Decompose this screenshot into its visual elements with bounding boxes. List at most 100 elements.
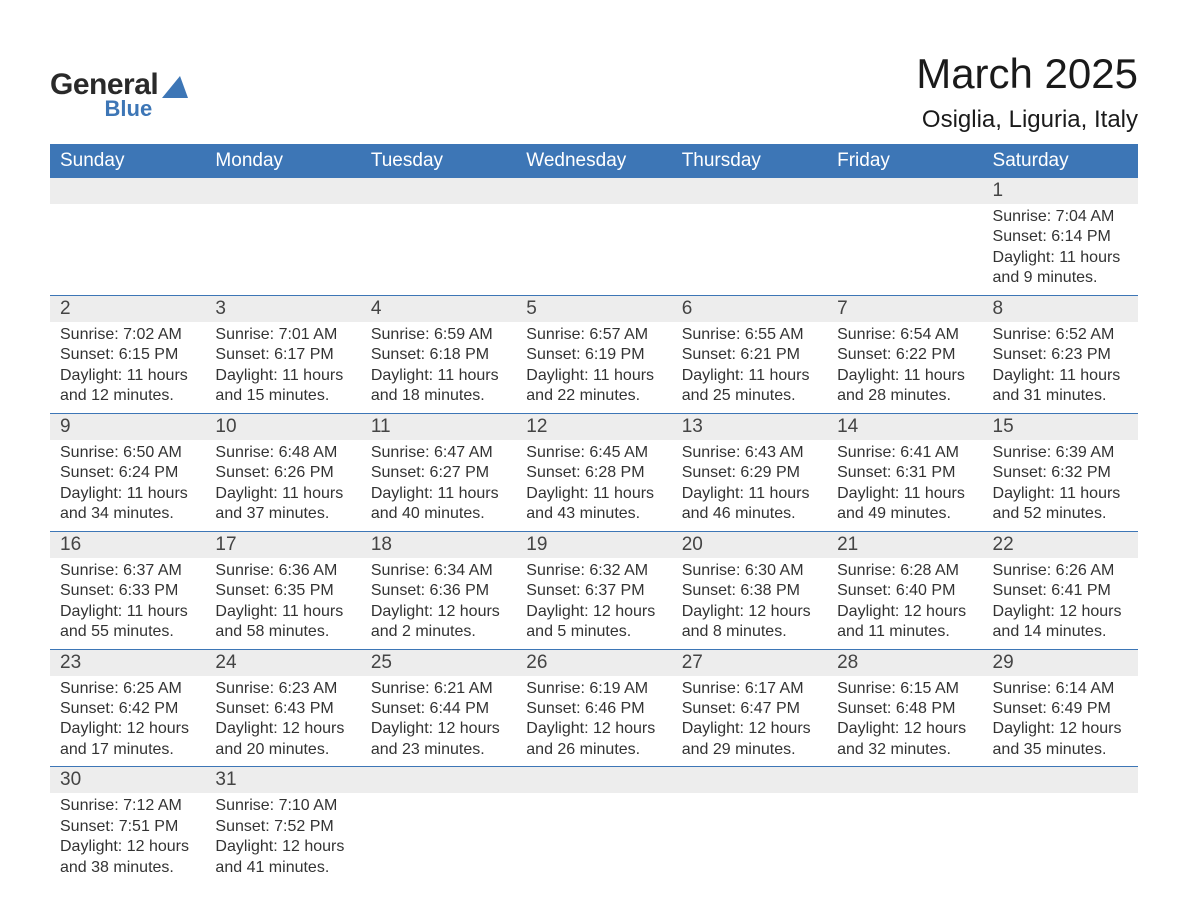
daylight-text-1: Daylight: 12 hours — [215, 719, 350, 739]
day-number-cell: 21 — [827, 531, 982, 558]
sunset-text: Sunset: 6:46 PM — [526, 699, 661, 719]
daylight-text-2: and 11 minutes. — [837, 622, 972, 642]
day-number: 21 — [837, 534, 858, 555]
daylight-text-1: Daylight: 12 hours — [682, 602, 817, 622]
day-detail-cell: Sunrise: 6:48 AMSunset: 6:26 PMDaylight:… — [205, 440, 360, 531]
sunrise-text: Sunrise: 7:04 AM — [993, 207, 1128, 227]
day-number-cell — [361, 767, 516, 794]
sunset-text: Sunset: 7:51 PM — [60, 817, 195, 837]
daylight-text-2: and 2 minutes. — [371, 622, 506, 642]
sunrise-text: Sunrise: 6:17 AM — [682, 679, 817, 699]
daylight-text-1: Daylight: 11 hours — [371, 366, 506, 386]
day-header: Wednesday — [516, 144, 671, 178]
daylight-text-1: Daylight: 11 hours — [60, 602, 195, 622]
sunset-text: Sunset: 6:27 PM — [371, 463, 506, 483]
sunset-text: Sunset: 6:36 PM — [371, 581, 506, 601]
day-number: 30 — [60, 769, 81, 790]
daylight-text-1: Daylight: 12 hours — [60, 837, 195, 857]
day-detail-cell: Sunrise: 6:45 AMSunset: 6:28 PMDaylight:… — [516, 440, 671, 531]
day-number-cell: 18 — [361, 531, 516, 558]
daylight-text-2: and 41 minutes. — [215, 858, 350, 878]
day-header: Friday — [827, 144, 982, 178]
daylight-text-1: Daylight: 12 hours — [371, 719, 506, 739]
day-number: 7 — [837, 298, 848, 319]
day-number-cell: 22 — [983, 531, 1138, 558]
sunrise-text: Sunrise: 6:39 AM — [993, 443, 1128, 463]
day-detail-cell: Sunrise: 6:32 AMSunset: 6:37 PMDaylight:… — [516, 558, 671, 649]
day-detail-cell: Sunrise: 6:21 AMSunset: 6:44 PMDaylight:… — [361, 676, 516, 767]
sunset-text: Sunset: 6:26 PM — [215, 463, 350, 483]
daylight-text-2: and 5 minutes. — [526, 622, 661, 642]
daylight-text-2: and 14 minutes. — [993, 622, 1128, 642]
sunset-text: Sunset: 6:33 PM — [60, 581, 195, 601]
day-number: 2 — [60, 298, 71, 319]
sunset-text: Sunset: 6:38 PM — [682, 581, 817, 601]
sunrise-text: Sunrise: 6:15 AM — [837, 679, 972, 699]
day-number-cell: 5 — [516, 295, 671, 322]
day-number: 5 — [526, 298, 537, 319]
daylight-text-1: Daylight: 11 hours — [60, 484, 195, 504]
sunrise-text: Sunrise: 7:12 AM — [60, 796, 195, 816]
month-title: March 2025 — [916, 50, 1138, 98]
day-detail-cell — [50, 204, 205, 295]
day-number-cell: 6 — [672, 295, 827, 322]
daylight-text-2: and 22 minutes. — [526, 386, 661, 406]
sunset-text: Sunset: 6:41 PM — [993, 581, 1128, 601]
location-subtitle: Osiglia, Liguria, Italy — [916, 106, 1138, 134]
day-number-cell — [205, 178, 360, 204]
day-number-cell — [827, 767, 982, 794]
sunset-text: Sunset: 6:22 PM — [837, 345, 972, 365]
day-number: 25 — [371, 652, 392, 673]
sunset-text: Sunset: 6:14 PM — [993, 227, 1128, 247]
logo-sail-icon — [162, 76, 188, 98]
day-number-cell: 11 — [361, 413, 516, 440]
day-number: 9 — [60, 416, 71, 437]
week-daynum-row: 9101112131415 — [50, 413, 1138, 440]
daylight-text-2: and 52 minutes. — [993, 504, 1128, 524]
day-number: 1 — [993, 180, 1004, 201]
sunset-text: Sunset: 6:23 PM — [993, 345, 1128, 365]
daylight-text-2: and 31 minutes. — [993, 386, 1128, 406]
day-number: 3 — [215, 298, 226, 319]
day-number-cell: 10 — [205, 413, 360, 440]
week-daynum-row: 23242526272829 — [50, 649, 1138, 676]
day-number-cell — [983, 767, 1138, 794]
daylight-text-1: Daylight: 11 hours — [837, 484, 972, 504]
day-number: 12 — [526, 416, 547, 437]
day-number-cell: 8 — [983, 295, 1138, 322]
sunrise-text: Sunrise: 6:50 AM — [60, 443, 195, 463]
logo-text-blue: Blue — [50, 98, 158, 120]
sunrise-text: Sunrise: 6:23 AM — [215, 679, 350, 699]
daylight-text-2: and 26 minutes. — [526, 740, 661, 760]
day-detail-cell: Sunrise: 6:57 AMSunset: 6:19 PMDaylight:… — [516, 322, 671, 413]
day-number-cell: 16 — [50, 531, 205, 558]
day-detail-cell — [827, 204, 982, 295]
day-number-cell — [50, 178, 205, 204]
day-detail-cell: Sunrise: 6:41 AMSunset: 6:31 PMDaylight:… — [827, 440, 982, 531]
daylight-text-2: and 58 minutes. — [215, 622, 350, 642]
day-detail-cell: Sunrise: 6:47 AMSunset: 6:27 PMDaylight:… — [361, 440, 516, 531]
day-detail-cell — [516, 204, 671, 295]
day-number-cell: 30 — [50, 767, 205, 794]
daylight-text-1: Daylight: 12 hours — [993, 719, 1128, 739]
sunset-text: Sunset: 6:18 PM — [371, 345, 506, 365]
day-number-cell: 19 — [516, 531, 671, 558]
day-number-cell — [672, 178, 827, 204]
day-detail-cell: Sunrise: 6:28 AMSunset: 6:40 PMDaylight:… — [827, 558, 982, 649]
week-daynum-row: 2345678 — [50, 295, 1138, 322]
daylight-text-1: Daylight: 11 hours — [682, 484, 817, 504]
sunset-text: Sunset: 6:21 PM — [682, 345, 817, 365]
day-header: Monday — [205, 144, 360, 178]
day-number: 11 — [371, 416, 391, 437]
day-number: 23 — [60, 652, 81, 673]
day-detail-cell: Sunrise: 6:17 AMSunset: 6:47 PMDaylight:… — [672, 676, 827, 767]
sunrise-text: Sunrise: 6:47 AM — [371, 443, 506, 463]
daylight-text-1: Daylight: 12 hours — [60, 719, 195, 739]
day-detail-cell — [672, 204, 827, 295]
sunset-text: Sunset: 6:24 PM — [60, 463, 195, 483]
day-number: 28 — [837, 652, 858, 673]
daylight-text-2: and 8 minutes. — [682, 622, 817, 642]
day-number-cell: 14 — [827, 413, 982, 440]
day-number: 16 — [60, 534, 81, 555]
sunset-text: Sunset: 6:48 PM — [837, 699, 972, 719]
